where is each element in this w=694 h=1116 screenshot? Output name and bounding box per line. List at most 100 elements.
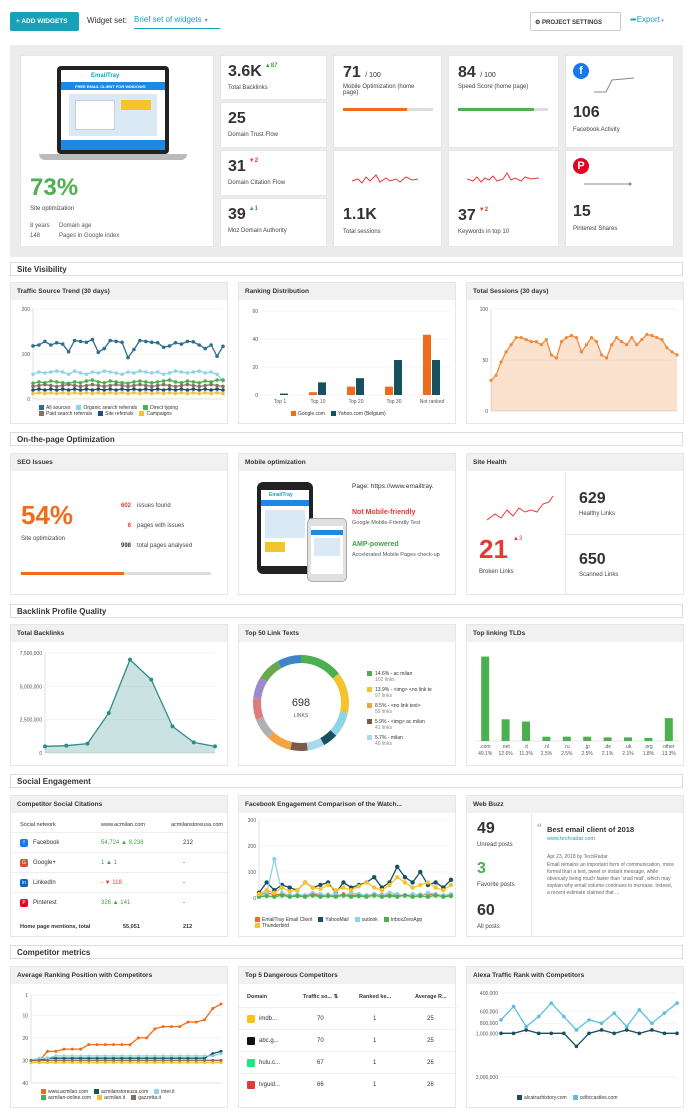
data-point: [72, 380, 77, 384]
data-point: [84, 387, 89, 391]
speed-score-max: / 100: [480, 72, 496, 79]
table-row[interactable]: hulu.c... 67 1 26: [239, 1051, 457, 1073]
data-point: [96, 371, 101, 375]
data-point: [364, 894, 369, 899]
legend-item[interactable]: 5.9% - <img> ac milan 41 links: [367, 719, 455, 731]
legend-item[interactable]: 8.5% - <no link text> 59 links: [367, 703, 455, 715]
col-traffic[interactable]: Traffic so... ⇅: [303, 994, 339, 1000]
data-point: [202, 1056, 206, 1060]
data-point: [128, 1058, 132, 1062]
x-tick-label: .ru: [564, 744, 570, 750]
data-point: [112, 1061, 116, 1065]
data-point: [46, 1061, 50, 1065]
legend-swatch: [154, 1089, 160, 1095]
legend-label: outlook: [361, 917, 378, 923]
data-point: [161, 345, 166, 350]
data-point: [675, 1031, 679, 1036]
citations-title: Competitor Social Citations: [11, 796, 227, 813]
buzz-date: Apr 23, 2018 by TechRadar: [547, 854, 608, 860]
data-point: [191, 340, 196, 344]
legend-item[interactable]: alcatrazhistory.com: [517, 1095, 567, 1101]
export-button[interactable]: ➦Export ▾: [630, 15, 664, 24]
legend-item[interactable]: Yahoo.com (Belgium): [330, 411, 386, 417]
data-point: [103, 1058, 107, 1062]
data-label: 13.3%: [662, 751, 677, 757]
gear-icon: ⚙: [535, 20, 543, 26]
legend-item[interactable]: Site referrals: [98, 411, 133, 417]
data-point: [186, 1058, 190, 1062]
data-point: [144, 387, 148, 391]
data-point: [173, 384, 178, 389]
tlds-chart: .com49.1%.net12.6%.it11.3%.nl2.5%.ru2.5%…: [475, 656, 679, 757]
data-point: [114, 391, 118, 396]
legend-item[interactable]: acmilan-online.com: [41, 1095, 91, 1101]
data-point: [78, 388, 83, 392]
data-point: [219, 1049, 223, 1053]
legend-item[interactable]: Paid search referrals: [39, 411, 92, 417]
legend-item[interactable]: Campaigns: [139, 411, 172, 417]
legend-item[interactable]: 5.7% - milan 40 links: [367, 735, 455, 747]
data-point: [161, 391, 166, 396]
site2-value: -: [183, 860, 185, 866]
data-point: [534, 340, 538, 344]
legend-item[interactable]: Google.com: [291, 411, 325, 417]
legend-item[interactable]: InboxZeroApp: [383, 917, 422, 923]
project-settings-button[interactable]: ⚙ PROJECT SETTINGS: [530, 12, 621, 31]
buzz-headline[interactable]: Best email client of 2018: [547, 825, 635, 834]
data-point: [128, 657, 132, 662]
add-widgets-button[interactable]: + ADD WIDGETS: [10, 12, 79, 31]
table-row[interactable]: imdb... 70 1 25: [239, 1007, 457, 1029]
not-friendly-sub: Google Mobile-Friendly Test: [352, 520, 421, 526]
data-point: [662, 1011, 667, 1015]
y-tick-label: 30: [22, 1058, 28, 1064]
legend-item[interactable]: EmailTray Email Client: [255, 917, 312, 923]
legend-item[interactable]: outlook: [354, 917, 378, 923]
legend-label: Yahoo.com (Belgium): [337, 411, 386, 417]
bar: [624, 737, 632, 741]
legend-item[interactable]: Direct typing: [143, 405, 178, 411]
sessions-label: Total sessions: [343, 229, 381, 235]
data-point: [95, 1058, 99, 1062]
legend-item[interactable]: acmilan.it: [97, 1095, 125, 1101]
widget-set-dropdown[interactable]: Brief set of widgets ▾: [134, 14, 220, 29]
legend-item[interactable]: 13.9% - <img> <no link te 97 links: [367, 687, 455, 699]
legend-item[interactable]: inter.it: [154, 1089, 175, 1095]
backlinks-card: 3.6K ▲87 Total Backlinks: [220, 55, 327, 100]
data-point: [599, 1028, 604, 1032]
legend-swatch: [143, 405, 149, 411]
legend-item[interactable]: Thunderbird: [255, 923, 289, 929]
legend-label: alcatrazhistory.com: [524, 1095, 567, 1101]
data-point: [138, 388, 142, 392]
legend-item[interactable]: acmilanstoreusa.com: [94, 1089, 148, 1095]
legend-item[interactable]: celticcastles.com: [572, 1095, 618, 1101]
legend-item[interactable]: YahooMail: [318, 917, 349, 923]
legend-item[interactable]: All sources: [39, 405, 70, 411]
legend-label: Paid search referrals: [46, 411, 93, 417]
legend-item[interactable]: 14.6% - ac milan 102 links: [367, 671, 455, 683]
data-point: [202, 1058, 206, 1062]
legend-item[interactable]: Organic search referrals: [76, 405, 137, 411]
data-label: 2.1%: [622, 751, 634, 757]
pinterest-icon: P: [573, 158, 589, 174]
data-point: [49, 383, 53, 388]
data-point: [37, 343, 41, 347]
data-point: [197, 384, 202, 389]
data-point: [138, 369, 142, 373]
buzz-site[interactable]: www.techradar.com: [547, 836, 595, 842]
data-point: [624, 1024, 629, 1029]
legend-item[interactable]: www.acmilan.com: [41, 1089, 88, 1095]
table-row[interactable]: tvguid... 66 1 26: [239, 1073, 457, 1095]
data-point: [425, 894, 431, 899]
network-name: Pinterest: [33, 900, 57, 906]
data-point: [54, 1056, 58, 1060]
data-point: [70, 1047, 74, 1051]
table-row[interactable]: abc.g... 70 1 25: [239, 1029, 457, 1051]
legend-item[interactable]: gazzetta.it: [131, 1095, 161, 1101]
data-point: [215, 378, 219, 382]
data-point: [78, 381, 83, 385]
domain-cell: hulu.c...: [259, 1060, 281, 1066]
data-point: [49, 387, 53, 391]
data-point: [54, 1058, 58, 1062]
col-avg: Average R...: [415, 994, 447, 1000]
alexa-chart: 400,000 600,000 800,000 1,000,000 2,000,000: [476, 991, 679, 1081]
